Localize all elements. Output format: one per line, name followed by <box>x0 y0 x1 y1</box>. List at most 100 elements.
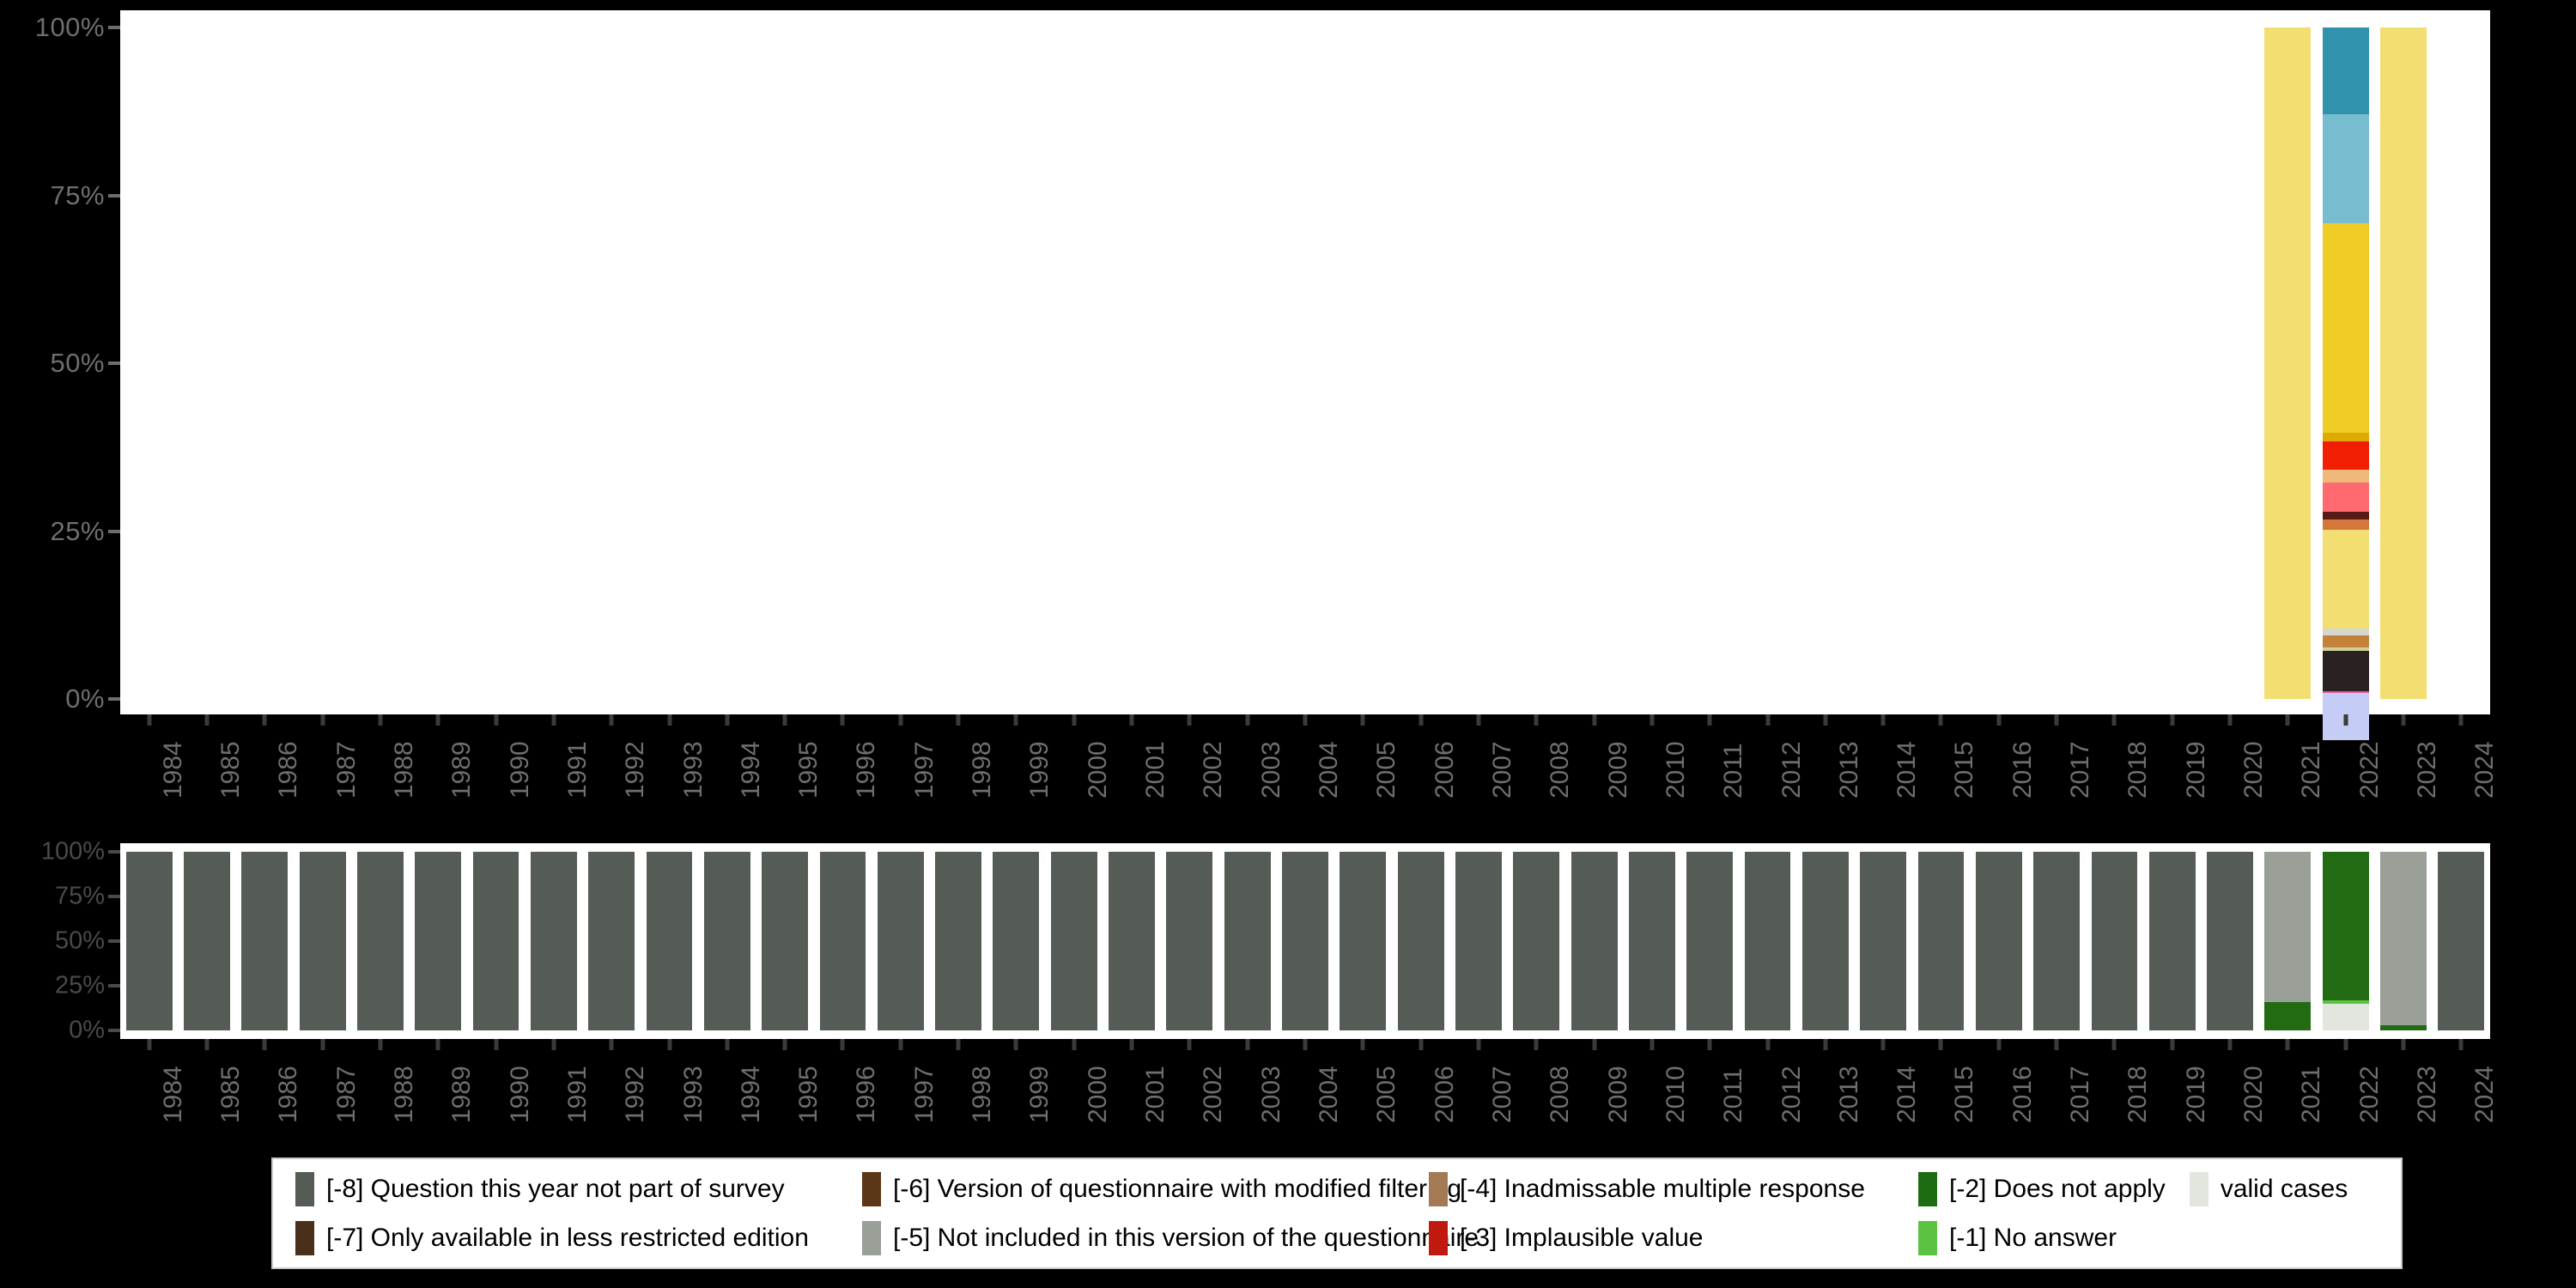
bottom-bar-1994[interactable] <box>703 852 750 1030</box>
bottom-segment-q-not-part-of-survey[interactable] <box>1686 852 1734 1030</box>
bottom-segment-q-not-part-of-survey[interactable] <box>703 852 750 1030</box>
bottom-bar-2020[interactable] <box>2207 852 2253 1030</box>
bottom-bar-1992[interactable] <box>588 852 635 1030</box>
top-segment-category-a[interactable] <box>2264 27 2312 699</box>
bottom-bar-2003[interactable] <box>1224 852 1271 1030</box>
bottom-segment-not-included-in-version[interactable] <box>2264 852 2312 1002</box>
bottom-segment-q-not-part-of-survey[interactable] <box>2091 852 2138 1030</box>
bottom-bar-1991[interactable] <box>530 852 577 1030</box>
bottom-segment-not-included-in-version[interactable] <box>2380 852 2427 1025</box>
bottom-bar-2000[interactable] <box>1050 852 1097 1030</box>
bottom-bar-1986[interactable] <box>241 852 289 1030</box>
bottom-bar-2017[interactable] <box>2033 852 2081 1030</box>
bottom-bar-2022[interactable] <box>2322 852 2369 1030</box>
bottom-segment-q-not-part-of-survey[interactable] <box>1050 852 1097 1030</box>
bottom-segment-q-not-part-of-survey[interactable] <box>1513 852 1560 1030</box>
legend-item--1[interactable]: [-1] No answer <box>1918 1220 2117 1255</box>
legend-item--6[interactable]: [-6] Version of questionnaire with modif… <box>862 1171 1461 1206</box>
bottom-bar-2004[interactable] <box>1282 852 1328 1030</box>
bottom-segment-q-not-part-of-survey[interactable] <box>184 852 230 1030</box>
bottom-segment-q-not-part-of-survey[interactable] <box>877 852 924 1030</box>
top-segment-seg-khaki[interactable] <box>2322 647 2369 651</box>
bottom-segment-q-not-part-of-survey[interactable] <box>1166 852 1213 1030</box>
bottom-segment-q-not-part-of-survey[interactable] <box>530 852 577 1030</box>
bottom-segment-q-not-part-of-survey[interactable] <box>1628 852 1675 1030</box>
bottom-segment-q-not-part-of-survey[interactable] <box>2438 852 2485 1030</box>
top-segment-seg-gold-dark[interactable] <box>2322 433 2369 442</box>
bottom-segment-q-not-part-of-survey[interactable] <box>762 852 809 1030</box>
bottom-segment-q-not-part-of-survey[interactable] <box>2207 852 2253 1030</box>
bottom-segment-q-not-part-of-survey[interactable] <box>2148 852 2196 1030</box>
bottom-bar-2012[interactable] <box>1744 852 1791 1030</box>
bottom-segment-q-not-part-of-survey[interactable] <box>1917 852 1965 1030</box>
top-segment-category-a[interactable] <box>2380 27 2427 699</box>
bottom-bar-1999[interactable] <box>993 852 1040 1030</box>
top-segment-seg-yellow-pale[interactable] <box>2322 529 2369 629</box>
bottom-bar-1984[interactable] <box>125 852 173 1030</box>
top-segment-seg-red[interactable] <box>2322 441 2369 470</box>
bottom-bar-1998[interactable] <box>935 852 981 1030</box>
bottom-bar-2005[interactable] <box>1340 852 1387 1030</box>
top-segment-seg-orange[interactable] <box>2322 519 2369 530</box>
bottom-segment-q-not-part-of-survey[interactable] <box>1397 852 1444 1030</box>
top-segment-seg-gold[interactable] <box>2322 223 2369 434</box>
bottom-segment-no-answer[interactable] <box>2322 999 2369 1004</box>
bottom-bar-1985[interactable] <box>184 852 230 1030</box>
bottom-segment-q-not-part-of-survey[interactable] <box>472 852 519 1030</box>
legend-item--4[interactable]: [-4] Inadmissable multiple response <box>1429 1171 1865 1206</box>
bottom-bar-2006[interactable] <box>1397 852 1444 1030</box>
bottom-bar-2018[interactable] <box>2091 852 2138 1030</box>
bottom-bar-2014[interactable] <box>1860 852 1907 1030</box>
bottom-segment-q-not-part-of-survey[interactable] <box>299 852 346 1030</box>
bottom-segment-q-not-part-of-survey[interactable] <box>1340 852 1387 1030</box>
top-segment-seg-near-black[interactable] <box>2322 650 2369 691</box>
bottom-segment-q-not-part-of-survey[interactable] <box>993 852 1040 1030</box>
bottom-segment-q-not-part-of-survey[interactable] <box>1571 852 1618 1030</box>
bottom-bar-2023[interactable] <box>2380 852 2427 1030</box>
top-segment-seg-teal-light[interactable] <box>2322 113 2369 224</box>
bottom-bar-1990[interactable] <box>472 852 519 1030</box>
bottom-bar-2011[interactable] <box>1686 852 1734 1030</box>
top-bar-2021[interactable] <box>2264 27 2312 699</box>
bottom-segment-q-not-part-of-survey[interactable] <box>1860 852 1907 1030</box>
bottom-segment-q-not-part-of-survey[interactable] <box>1455 852 1502 1030</box>
bottom-bar-2001[interactable] <box>1109 852 1155 1030</box>
bottom-segment-q-not-part-of-survey[interactable] <box>2033 852 2081 1030</box>
bottom-bar-2007[interactable] <box>1455 852 1502 1030</box>
top-bar-2022[interactable] <box>2322 27 2369 740</box>
legend-item--3[interactable]: [-3] Implausible value <box>1429 1220 1703 1255</box>
bottom-bar-2021[interactable] <box>2264 852 2312 1030</box>
bottom-bar-2002[interactable] <box>1166 852 1213 1030</box>
bottom-bar-2024[interactable] <box>2438 852 2485 1030</box>
bottom-bar-2010[interactable] <box>1628 852 1675 1030</box>
bottom-bar-1995[interactable] <box>762 852 809 1030</box>
bottom-segment-q-not-part-of-survey[interactable] <box>241 852 289 1030</box>
top-segment-seg-maroon[interactable] <box>2322 511 2369 520</box>
bottom-bar-2016[interactable] <box>1975 852 2022 1030</box>
bottom-bar-1997[interactable] <box>877 852 924 1030</box>
legend-item--2[interactable]: [-2] Does not apply <box>1918 1171 2166 1206</box>
bottom-segment-q-not-part-of-survey[interactable] <box>646 852 693 1030</box>
top-bar-2023[interactable] <box>2380 27 2427 699</box>
bottom-segment-does-not-apply[interactable] <box>2264 1001 2312 1030</box>
bottom-segment-q-not-part-of-survey[interactable] <box>1744 852 1791 1030</box>
top-segment-seg-magenta-line[interactable] <box>2322 690 2369 693</box>
bottom-segment-q-not-part-of-survey[interactable] <box>1282 852 1328 1030</box>
bottom-bar-1996[interactable] <box>819 852 866 1030</box>
bottom-bar-2008[interactable] <box>1513 852 1560 1030</box>
bottom-bar-1988[interactable] <box>357 852 404 1030</box>
bottom-segment-q-not-part-of-survey[interactable] <box>1801 852 1849 1030</box>
bottom-bar-2015[interactable] <box>1917 852 1965 1030</box>
bottom-segment-q-not-part-of-survey[interactable] <box>125 852 173 1030</box>
bottom-bar-2019[interactable] <box>2148 852 2196 1030</box>
bottom-segment-q-not-part-of-survey[interactable] <box>935 852 981 1030</box>
top-segment-seg-teal-dark[interactable] <box>2322 27 2369 114</box>
top-segment-seg-grey-pale[interactable] <box>2322 628 2369 636</box>
bottom-bar-2009[interactable] <box>1571 852 1618 1030</box>
bottom-segment-does-not-apply[interactable] <box>2322 852 2369 1000</box>
bottom-segment-q-not-part-of-survey[interactable] <box>1975 852 2022 1030</box>
legend-item--5[interactable]: [-5] Not included in this version of the… <box>862 1220 1479 1255</box>
bottom-segment-q-not-part-of-survey[interactable] <box>1224 852 1271 1030</box>
top-segment-seg-peach[interactable] <box>2322 469 2369 483</box>
bottom-segment-does-not-apply[interactable] <box>2380 1024 2427 1030</box>
